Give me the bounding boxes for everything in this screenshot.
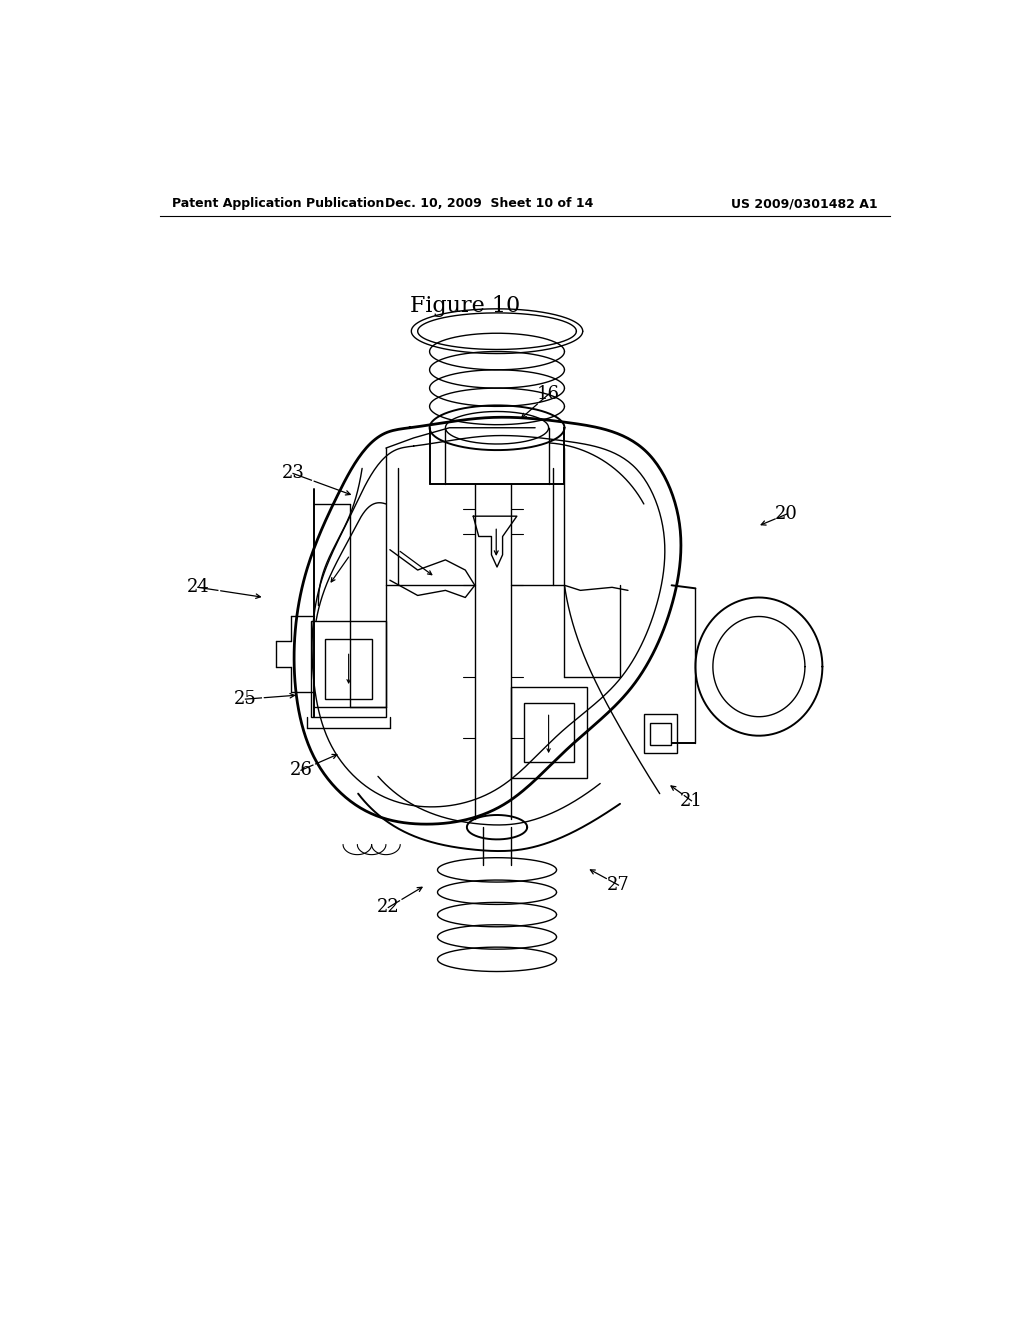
Text: US 2009/0301482 A1: US 2009/0301482 A1	[731, 197, 878, 210]
Text: Patent Application Publication: Patent Application Publication	[172, 197, 384, 210]
Text: 23: 23	[282, 465, 304, 483]
Bar	[310, 620, 386, 718]
Text: Dec. 10, 2009  Sheet 10 of 14: Dec. 10, 2009 Sheet 10 of 14	[385, 197, 593, 210]
Bar	[524, 704, 574, 762]
Text: 21: 21	[680, 792, 702, 809]
Text: 16: 16	[538, 385, 560, 403]
Text: 22: 22	[377, 899, 399, 916]
Text: 20: 20	[775, 506, 798, 523]
Text: 24: 24	[186, 578, 209, 597]
Bar	[325, 639, 372, 700]
Bar	[644, 714, 677, 752]
Bar	[511, 686, 587, 779]
Text: 27: 27	[607, 876, 630, 894]
Bar	[650, 722, 671, 744]
Text: 25: 25	[234, 690, 257, 708]
Text: Figure 10: Figure 10	[410, 294, 520, 317]
Text: 26: 26	[290, 762, 312, 779]
